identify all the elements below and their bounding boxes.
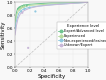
Point (26, 5, 28, 6)
Point (29, 7, 30, 8)
Point (27, 47, 29, 48)
Point (24, 8, 25, 9)
Point (19, 7, 20, 8)
Point (19, 9, 20, 10)
Point (23, 6, 25, 8)
Legend: Expert/Advanced level, Experienced, Non-experienced/trained, Unknown/Expert: Expert/Advanced level, Experienced, Non-… (57, 22, 106, 49)
Point (22, 12, 23, 13)
Point (17, 8, 19, 9)
Point (21, 7, 22, 8)
Y-axis label: Sensitivity: Sensitivity (1, 21, 6, 49)
Point (20, 11, 22, 12)
Point (35, 11, 36, 12)
Point (23, 5, 25, 6)
Point (20, 6, 22, 8)
X-axis label: Specificity: Specificity (37, 74, 66, 79)
Point (22, 6, 23, 7)
